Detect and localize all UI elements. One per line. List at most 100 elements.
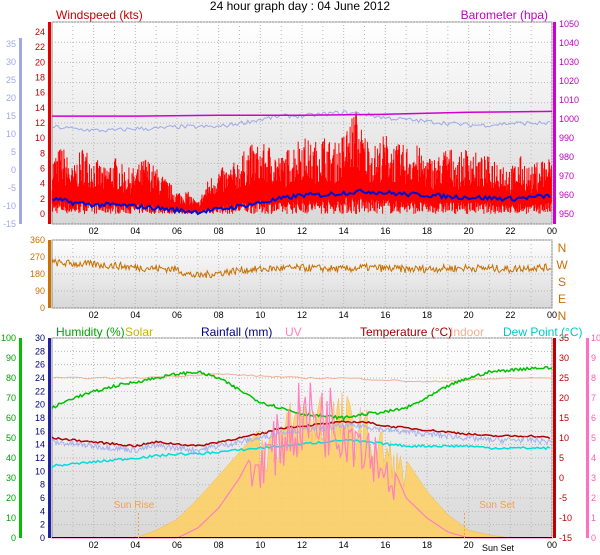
x-tick-label: 16	[380, 310, 390, 320]
series-humidity	[51, 365, 553, 422]
wind-dir-tick: 270	[30, 252, 45, 262]
windspeed-tick: 24	[35, 27, 45, 37]
temperature-tick: 35	[559, 333, 569, 343]
humidity-tick: 90	[6, 353, 16, 363]
gust-scale-tick: 30	[6, 57, 16, 67]
temperature-tick: 30	[559, 353, 569, 363]
x-tick-label: 02	[89, 310, 99, 320]
x-tick-label: 04	[130, 310, 140, 320]
barometer-tick: 950	[559, 209, 574, 219]
uv-tick: 3	[591, 473, 596, 483]
x-tick-label: 04	[130, 226, 140, 236]
rainfall-tick: 4	[40, 506, 45, 516]
wind-dir-axis-bar	[48, 240, 51, 308]
humidity-tick: 50	[6, 433, 16, 443]
x-tick-label: 06	[172, 540, 182, 550]
temperature-label: Temperature (°C)	[360, 325, 452, 339]
humidity-tick: 80	[6, 373, 16, 383]
temperature-tick: 15	[559, 413, 569, 423]
compass-letter: N	[558, 241, 567, 255]
windspeed-axis-bar	[48, 22, 51, 224]
humidity-tick: 60	[6, 413, 16, 423]
wind-dir-tick: 360	[30, 235, 45, 245]
uv-tick: 4	[591, 453, 596, 463]
windspeed-tick: 0	[40, 209, 45, 219]
humidity-tick: 30	[6, 473, 16, 483]
x-tick-label: 22	[505, 226, 515, 236]
x-tick-label: 02	[89, 226, 99, 236]
wind-gust-axis-bar	[19, 38, 22, 224]
x-tick-label: 16	[380, 226, 390, 236]
x-tick-label: 08	[214, 540, 224, 550]
series-windspeed	[51, 115, 552, 214]
rainfall-axis-bar	[48, 338, 51, 538]
uv-tick: 1	[591, 513, 596, 523]
rainfall-label: Rainfall (mm)	[201, 325, 272, 339]
uv-tick: 5	[591, 433, 596, 443]
barometer-tick: 1010	[559, 95, 579, 105]
humidity-tick: 100	[1, 333, 16, 343]
uv-tick: 0	[591, 533, 596, 543]
humidity-tick: 0	[11, 533, 16, 543]
compass-letter: W	[556, 258, 568, 272]
windspeed-tick: 22	[35, 42, 45, 52]
x-tick-label: 00	[547, 310, 557, 320]
x-tick-label: 02	[89, 540, 99, 550]
rainfall-tick: 28	[35, 346, 45, 356]
gust-scale-tick: -15	[3, 219, 16, 229]
barometer-axis-bar	[553, 22, 556, 224]
rainfall-tick: 10	[35, 466, 45, 476]
rainfall-tick: 22	[35, 386, 45, 396]
x-tick-label: 00	[547, 540, 557, 550]
barometer-tick: 990	[559, 133, 574, 143]
x-tick-label: 06	[172, 226, 182, 236]
humidity-tick: 70	[6, 393, 16, 403]
x-tick-label: 18	[422, 540, 432, 550]
x-tick-label: 18	[422, 226, 432, 236]
x-tick-label: 12	[297, 540, 307, 550]
rainfall-tick: 16	[35, 426, 45, 436]
temperature-tick: 0	[559, 473, 564, 483]
rainfall-tick: 12	[35, 453, 45, 463]
rainfall-tick: 0	[40, 533, 45, 543]
rainfall-tick: 18	[35, 413, 45, 423]
uv-tick: 7	[591, 393, 596, 403]
barometer-tick: 1000	[559, 114, 579, 124]
windspeed-tick: 20	[35, 57, 45, 67]
barometer-label: Barometer (hpa)	[461, 8, 548, 22]
humidity-tick: 10	[6, 513, 16, 523]
temperature-tick: -10	[559, 513, 572, 523]
gust-scale-tick: 5	[11, 147, 16, 157]
temperature-tick: 25	[559, 373, 569, 383]
series-temperature	[51, 420, 551, 448]
windspeed-tick: 10	[35, 133, 45, 143]
uv-tick: 9	[591, 353, 596, 363]
uv-axis-bar	[586, 338, 589, 538]
wind-dir-tick: 0	[40, 303, 45, 313]
x-tick-label: 00	[547, 226, 557, 236]
uv-tick: 2	[591, 493, 596, 503]
windspeed-tick: 2	[40, 194, 45, 204]
x-tick-label: 12	[297, 226, 307, 236]
temperature-tick: -5	[559, 493, 567, 503]
windspeed-tick: 6	[40, 164, 45, 174]
sun-set-axis-label: Sun Set	[482, 543, 515, 553]
x-tick-label: 12	[297, 310, 307, 320]
gust-scale-tick: 10	[6, 129, 16, 139]
gust-scale-tick: 35	[6, 39, 16, 49]
x-tick-label: 20	[464, 226, 474, 236]
series-barometer	[52, 110, 553, 117]
rainfall-tick: 14	[35, 440, 45, 450]
x-tick-label: 06	[172, 310, 182, 320]
gust-scale-tick: 0	[11, 165, 16, 175]
barometer-tick: 970	[559, 171, 574, 181]
barometer-tick: 1030	[559, 57, 579, 67]
x-tick-label: 08	[214, 310, 224, 320]
x-tick-label: 20	[464, 310, 474, 320]
series-temperature-band	[51, 421, 552, 454]
barometer-tick: 1020	[559, 76, 579, 86]
rainfall-tick: 2	[40, 520, 45, 530]
